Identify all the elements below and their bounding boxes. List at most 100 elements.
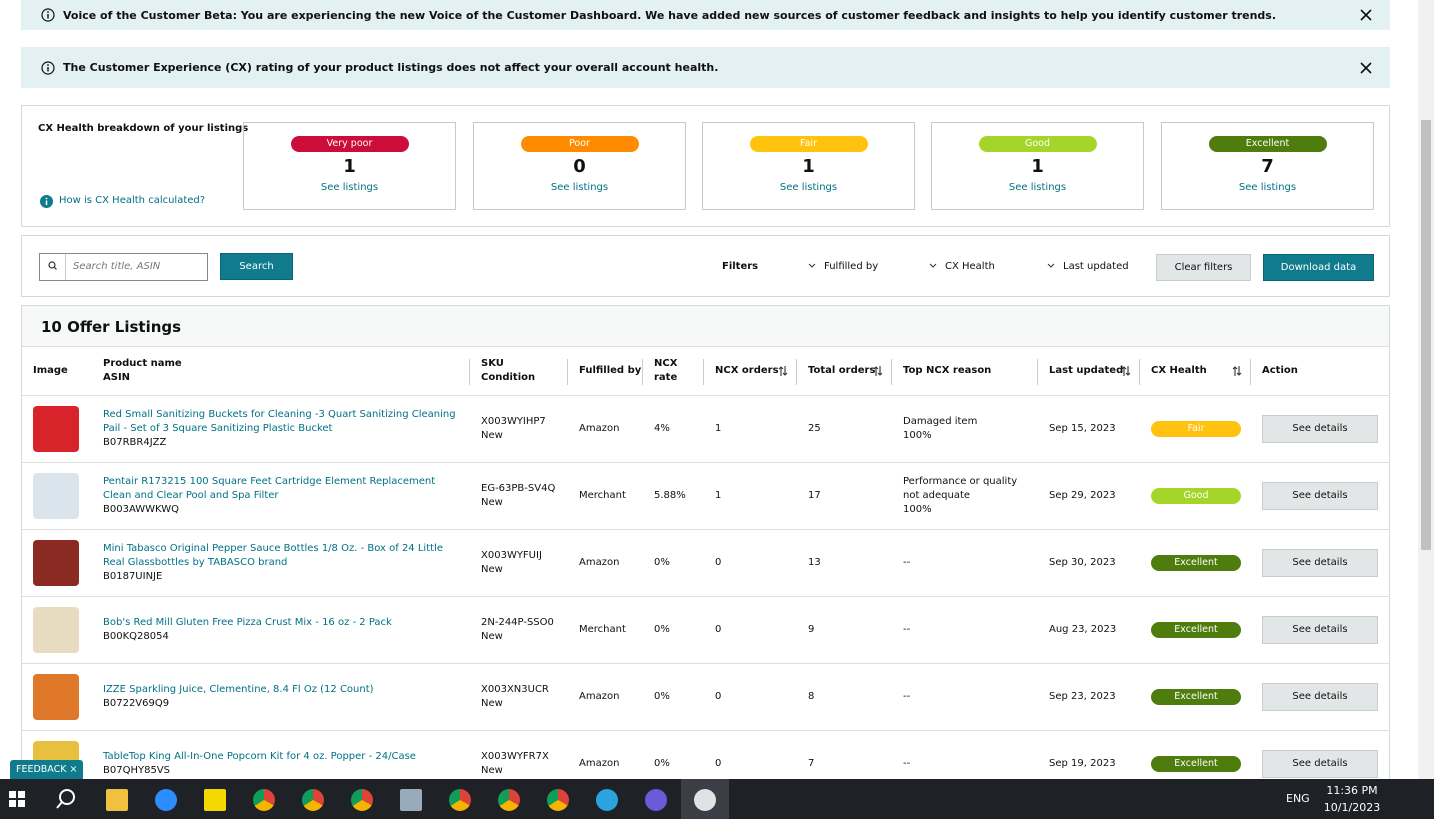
ncx-reason: 100% [903, 504, 932, 515]
app-icon[interactable] [302, 789, 324, 811]
see-listings-link[interactable]: See listings [550, 182, 609, 193]
clear-filters-button[interactable]: Clear filters [1156, 254, 1251, 281]
product-name-link[interactable]: Mini Tabasco Original Pepper Sauce Bottl… [103, 543, 443, 568]
total-orders-cell: 13 [796, 529, 891, 597]
app-icon[interactable] [596, 789, 618, 811]
clock-time[interactable]: 11:36 PM [1326, 784, 1378, 797]
health-count: 0 [573, 156, 586, 177]
updated-cell: Sep 30, 2023 [1037, 529, 1139, 597]
header-text: Top NCX reason [903, 365, 992, 376]
scroll-thumb[interactable] [1421, 120, 1431, 550]
see-details-button[interactable]: See details [1262, 415, 1378, 443]
app-icon[interactable] [253, 789, 275, 811]
header-text: CX Health [1151, 365, 1207, 376]
fulfilled-by: Merchant [579, 490, 626, 501]
product-name-link[interactable]: Red Small Sanitizing Buckets for Cleanin… [103, 409, 456, 434]
ncx-orders-cell: 0 [703, 529, 796, 597]
updated-cell: Sep 29, 2023 [1037, 462, 1139, 530]
start-button[interactable] [9, 791, 25, 807]
feedback-tab[interactable]: FEEDBACK × [10, 760, 84, 780]
ncx-rate: 0% [654, 691, 670, 702]
health-count: 1 [343, 156, 356, 177]
fulfilled-cell: Merchant [567, 462, 642, 530]
see-details-button[interactable]: See details [1262, 750, 1378, 778]
see-listings-link[interactable]: See listings [779, 182, 838, 193]
help-link[interactable]: How is CX Health calculated? [59, 195, 206, 206]
ncx-orders: 0 [715, 557, 722, 568]
column-header: Fulfilled by [567, 346, 642, 396]
fulfilled-cell: Amazon [567, 529, 642, 597]
fulfilled-by: Amazon [579, 758, 620, 769]
see-listings-link[interactable]: See listings [1238, 182, 1297, 193]
close-button[interactable] [1360, 9, 1372, 21]
product-name-link[interactable]: TableTop King All-In-One Popcorn Kit for… [103, 751, 416, 762]
total-orders-cell: 17 [796, 462, 891, 530]
app-icon[interactable] [645, 789, 667, 811]
health-cell: Excellent [1139, 529, 1250, 597]
ncx-rate: 5.88% [654, 490, 686, 501]
listings-table: Image Product name ASIN SKU Condition Fulfill… [21, 346, 1390, 798]
header-text: ASIN [103, 372, 131, 383]
sort-icon[interactable] [873, 365, 883, 377]
health-label: Poor [520, 136, 639, 152]
see-listings-link[interactable]: See listings [1008, 182, 1067, 193]
health-label: Excellent [1208, 136, 1327, 152]
beta-banner: Voice of the Customer Beta: You are expe… [21, 0, 1390, 30]
scrollbar[interactable] [1418, 0, 1434, 779]
sort-icon[interactable] [1121, 365, 1131, 377]
info-icon [40, 195, 53, 208]
ncx-orders-cell: 0 [703, 663, 796, 731]
image-cell [21, 663, 91, 731]
total-orders: 25 [808, 423, 821, 434]
header-text: Last updated [1049, 365, 1124, 376]
ncx-rate-cell: 5.88% [642, 462, 703, 530]
app-icon[interactable] [204, 789, 226, 811]
total-orders: 7 [808, 758, 815, 769]
product-name-link[interactable]: IZZE Sparkling Juice, Clementine, 8.4 Fl… [103, 684, 374, 695]
language[interactable]: ENG [1286, 792, 1310, 805]
image-cell [21, 462, 91, 530]
asin: B0722V69Q9 [103, 698, 170, 709]
action-cell: See details [1250, 663, 1390, 731]
sku: X003WYFR7X [481, 751, 549, 762]
see-details-button[interactable]: See details [1262, 549, 1378, 577]
filter-dropdown[interactable]: Fulfilled by [808, 261, 878, 272]
clock-date[interactable]: 10/1/2023 [1323, 801, 1381, 814]
see-listings-link[interactable]: See listings [320, 182, 379, 193]
app-icon[interactable] [547, 789, 569, 811]
see-details-button[interactable]: See details [1262, 482, 1378, 510]
see-details-button[interactable]: See details [1262, 616, 1378, 644]
asin: B003AWWKWQ [103, 504, 179, 515]
search-button[interactable]: Search [220, 253, 293, 280]
download-button[interactable]: Download data [1263, 254, 1374, 281]
active-app[interactable] [681, 779, 729, 819]
filter-dropdown[interactable]: CX Health [929, 261, 995, 272]
product-name-link[interactable]: Pentair R173215 100 Square Feet Cartridg… [103, 476, 436, 501]
product-name-link[interactable]: Bob's Red Mill Gluten Free Pizza Crust M… [103, 617, 392, 628]
close-button[interactable] [1360, 61, 1372, 74]
filter-dropdown[interactable]: Last updated [1047, 261, 1129, 272]
filter-label: CX Health [945, 261, 995, 272]
app-icon[interactable] [498, 789, 520, 811]
sort-icon[interactable] [778, 365, 788, 377]
health-cell: Fair [1139, 395, 1250, 463]
header-text: NCX orders [715, 365, 779, 376]
sort-icon[interactable] [1232, 365, 1242, 377]
app-icon[interactable] [155, 789, 177, 811]
app-icon[interactable] [400, 789, 422, 811]
see-details-button[interactable]: See details [1262, 683, 1378, 711]
app-icon[interactable] [106, 789, 128, 811]
product-image [33, 406, 79, 452]
app-icon[interactable] [449, 789, 471, 811]
search-box[interactable]: Search title, ASIN [39, 253, 208, 281]
column-header: Action [1250, 346, 1390, 396]
sku: X003XN3UCR [481, 684, 549, 695]
sku-cell: EG-63PB-SV4Q New [469, 462, 567, 530]
health-cell: Excellent [1139, 596, 1250, 664]
image-cell [21, 596, 91, 664]
reason-cell: Performance or quality not adequate 100% [891, 462, 1037, 530]
sku: X003WYIHP7 [481, 416, 546, 427]
listings-title: 10 Offer Listings [22, 306, 1389, 347]
app-icon[interactable] [351, 789, 373, 811]
search-button[interactable] [55, 788, 77, 810]
